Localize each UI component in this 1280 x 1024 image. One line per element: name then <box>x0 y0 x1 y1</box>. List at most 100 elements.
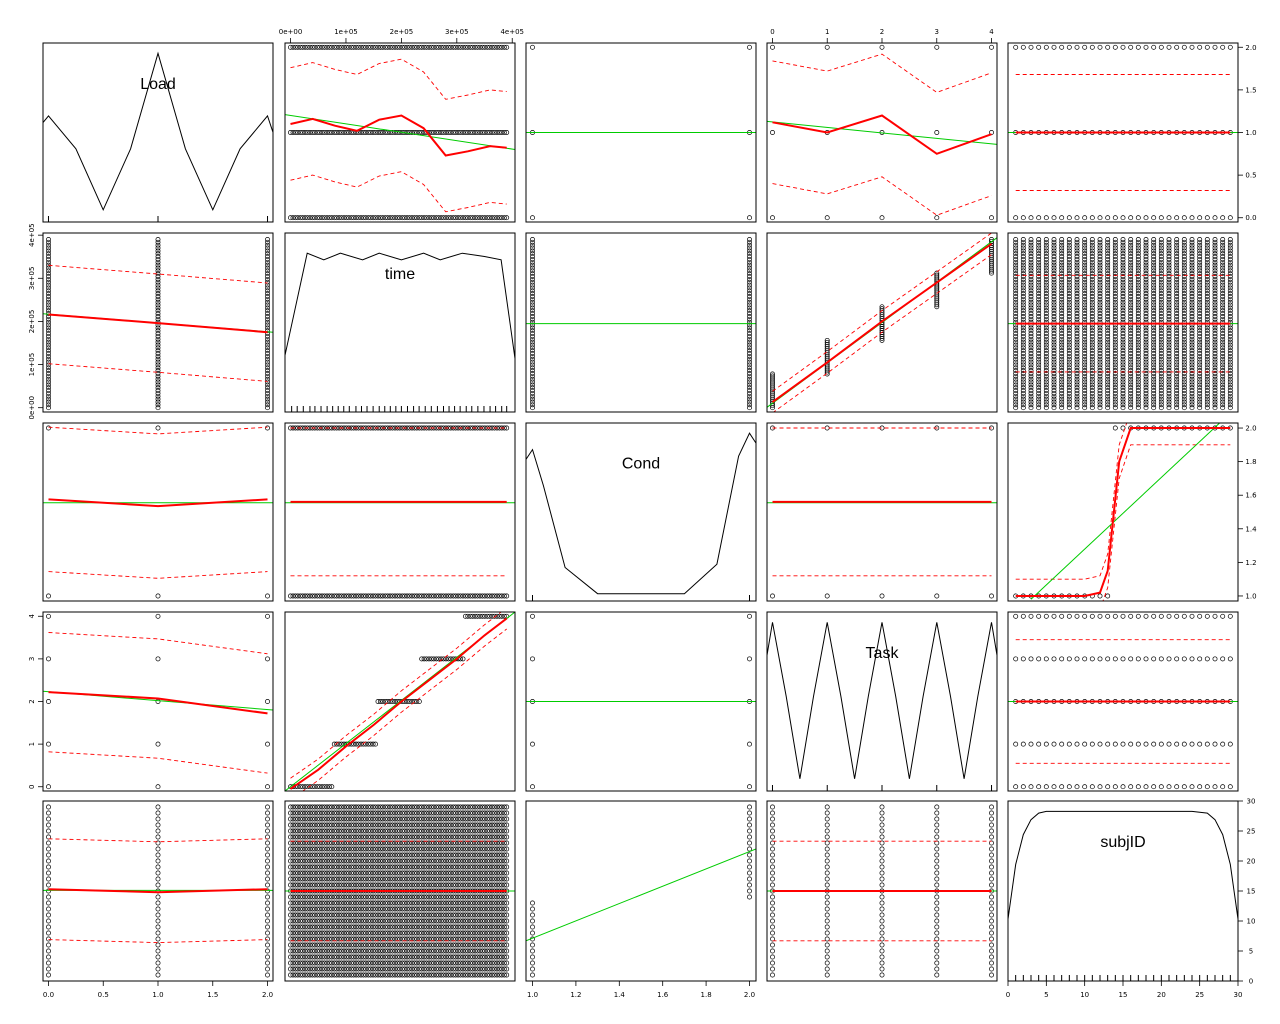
data-point <box>747 365 752 371</box>
data-point <box>1097 265 1103 271</box>
panel-task-vs-load <box>766 42 998 223</box>
data-point <box>1120 382 1126 388</box>
data-point <box>1189 262 1195 268</box>
data-point <box>441 593 446 599</box>
data-point <box>358 918 364 924</box>
data-point <box>1143 242 1149 248</box>
data-point <box>351 912 357 918</box>
data-point <box>1059 305 1065 311</box>
data-point <box>1166 613 1172 619</box>
data-point <box>290 834 296 840</box>
data-point <box>305 130 310 135</box>
data-point <box>1204 251 1210 257</box>
data-point <box>314 960 320 966</box>
data-point <box>1151 345 1157 351</box>
data-point <box>416 810 422 816</box>
data-point <box>460 656 466 662</box>
data-point <box>322 44 327 50</box>
data-point <box>1197 405 1203 411</box>
data-point <box>1204 294 1210 299</box>
data-point <box>1212 302 1218 308</box>
data-point <box>309 894 315 900</box>
data-point <box>1112 314 1118 319</box>
data-point <box>1135 44 1141 50</box>
data-point <box>399 912 405 918</box>
data-point <box>331 972 337 978</box>
data-point <box>1013 325 1019 331</box>
data-point <box>1105 365 1111 371</box>
data-point <box>375 215 381 221</box>
data-point <box>1212 276 1218 282</box>
data-point <box>1204 396 1210 402</box>
data-point <box>1105 302 1111 308</box>
data-point <box>297 130 303 135</box>
data-point <box>1189 359 1195 365</box>
data-point <box>1128 379 1134 385</box>
data-point <box>46 846 51 852</box>
data-point <box>1204 336 1210 342</box>
data-point <box>989 44 994 50</box>
data-point <box>431 972 437 978</box>
data-point <box>404 954 410 960</box>
data-point <box>1036 339 1042 345</box>
data-point <box>404 906 410 912</box>
data-point <box>1112 276 1118 282</box>
data-point <box>1013 382 1019 388</box>
data-point <box>1028 308 1034 314</box>
data-point <box>346 966 352 972</box>
data-point <box>324 882 330 888</box>
data-point <box>416 882 422 888</box>
data-point <box>265 342 270 348</box>
linear-fit-line <box>1030 423 1220 600</box>
data-point <box>397 966 403 972</box>
data-point <box>1181 382 1187 388</box>
data-point <box>1220 325 1226 331</box>
data-point <box>419 924 425 930</box>
data-point <box>421 966 427 972</box>
data-point <box>317 876 323 882</box>
data-point <box>1143 379 1149 385</box>
data-point <box>331 828 337 834</box>
data-point <box>387 44 393 50</box>
data-point <box>46 268 51 274</box>
data-point <box>443 44 449 50</box>
data-point <box>1181 262 1187 268</box>
data-point <box>295 852 301 858</box>
data-point <box>329 930 335 936</box>
data-point <box>1212 248 1218 254</box>
data-point <box>46 960 51 966</box>
data-point <box>1143 254 1149 260</box>
data-point <box>1166 328 1172 334</box>
data-point <box>428 822 434 828</box>
data-point <box>411 870 417 876</box>
data-point <box>1128 402 1134 408</box>
data-point <box>1105 215 1111 221</box>
data-point <box>1089 613 1095 619</box>
data-point <box>1227 215 1233 221</box>
data-point <box>433 900 439 906</box>
data-point <box>373 906 378 912</box>
data-point <box>351 882 357 888</box>
data-point <box>1082 268 1088 274</box>
data-point <box>155 276 161 282</box>
data-point <box>385 822 391 828</box>
data-point <box>343 906 349 912</box>
data-point <box>416 960 422 966</box>
data-point <box>265 353 270 359</box>
data-point <box>419 870 425 876</box>
data-point <box>339 864 344 870</box>
spread-band-lower <box>1102 444 1231 601</box>
panel-time-vs-cond <box>284 422 516 602</box>
data-point <box>1158 784 1164 790</box>
data-point <box>1013 265 1019 271</box>
smooth-fit-line <box>48 498 268 508</box>
data-point <box>1020 402 1026 408</box>
data-point <box>1135 242 1141 248</box>
data-point <box>360 918 366 924</box>
data-point <box>1036 741 1042 747</box>
data-point <box>300 918 306 924</box>
data-point <box>1128 342 1134 348</box>
data-point <box>1082 373 1088 379</box>
data-point <box>339 930 344 936</box>
data-point <box>433 966 439 972</box>
